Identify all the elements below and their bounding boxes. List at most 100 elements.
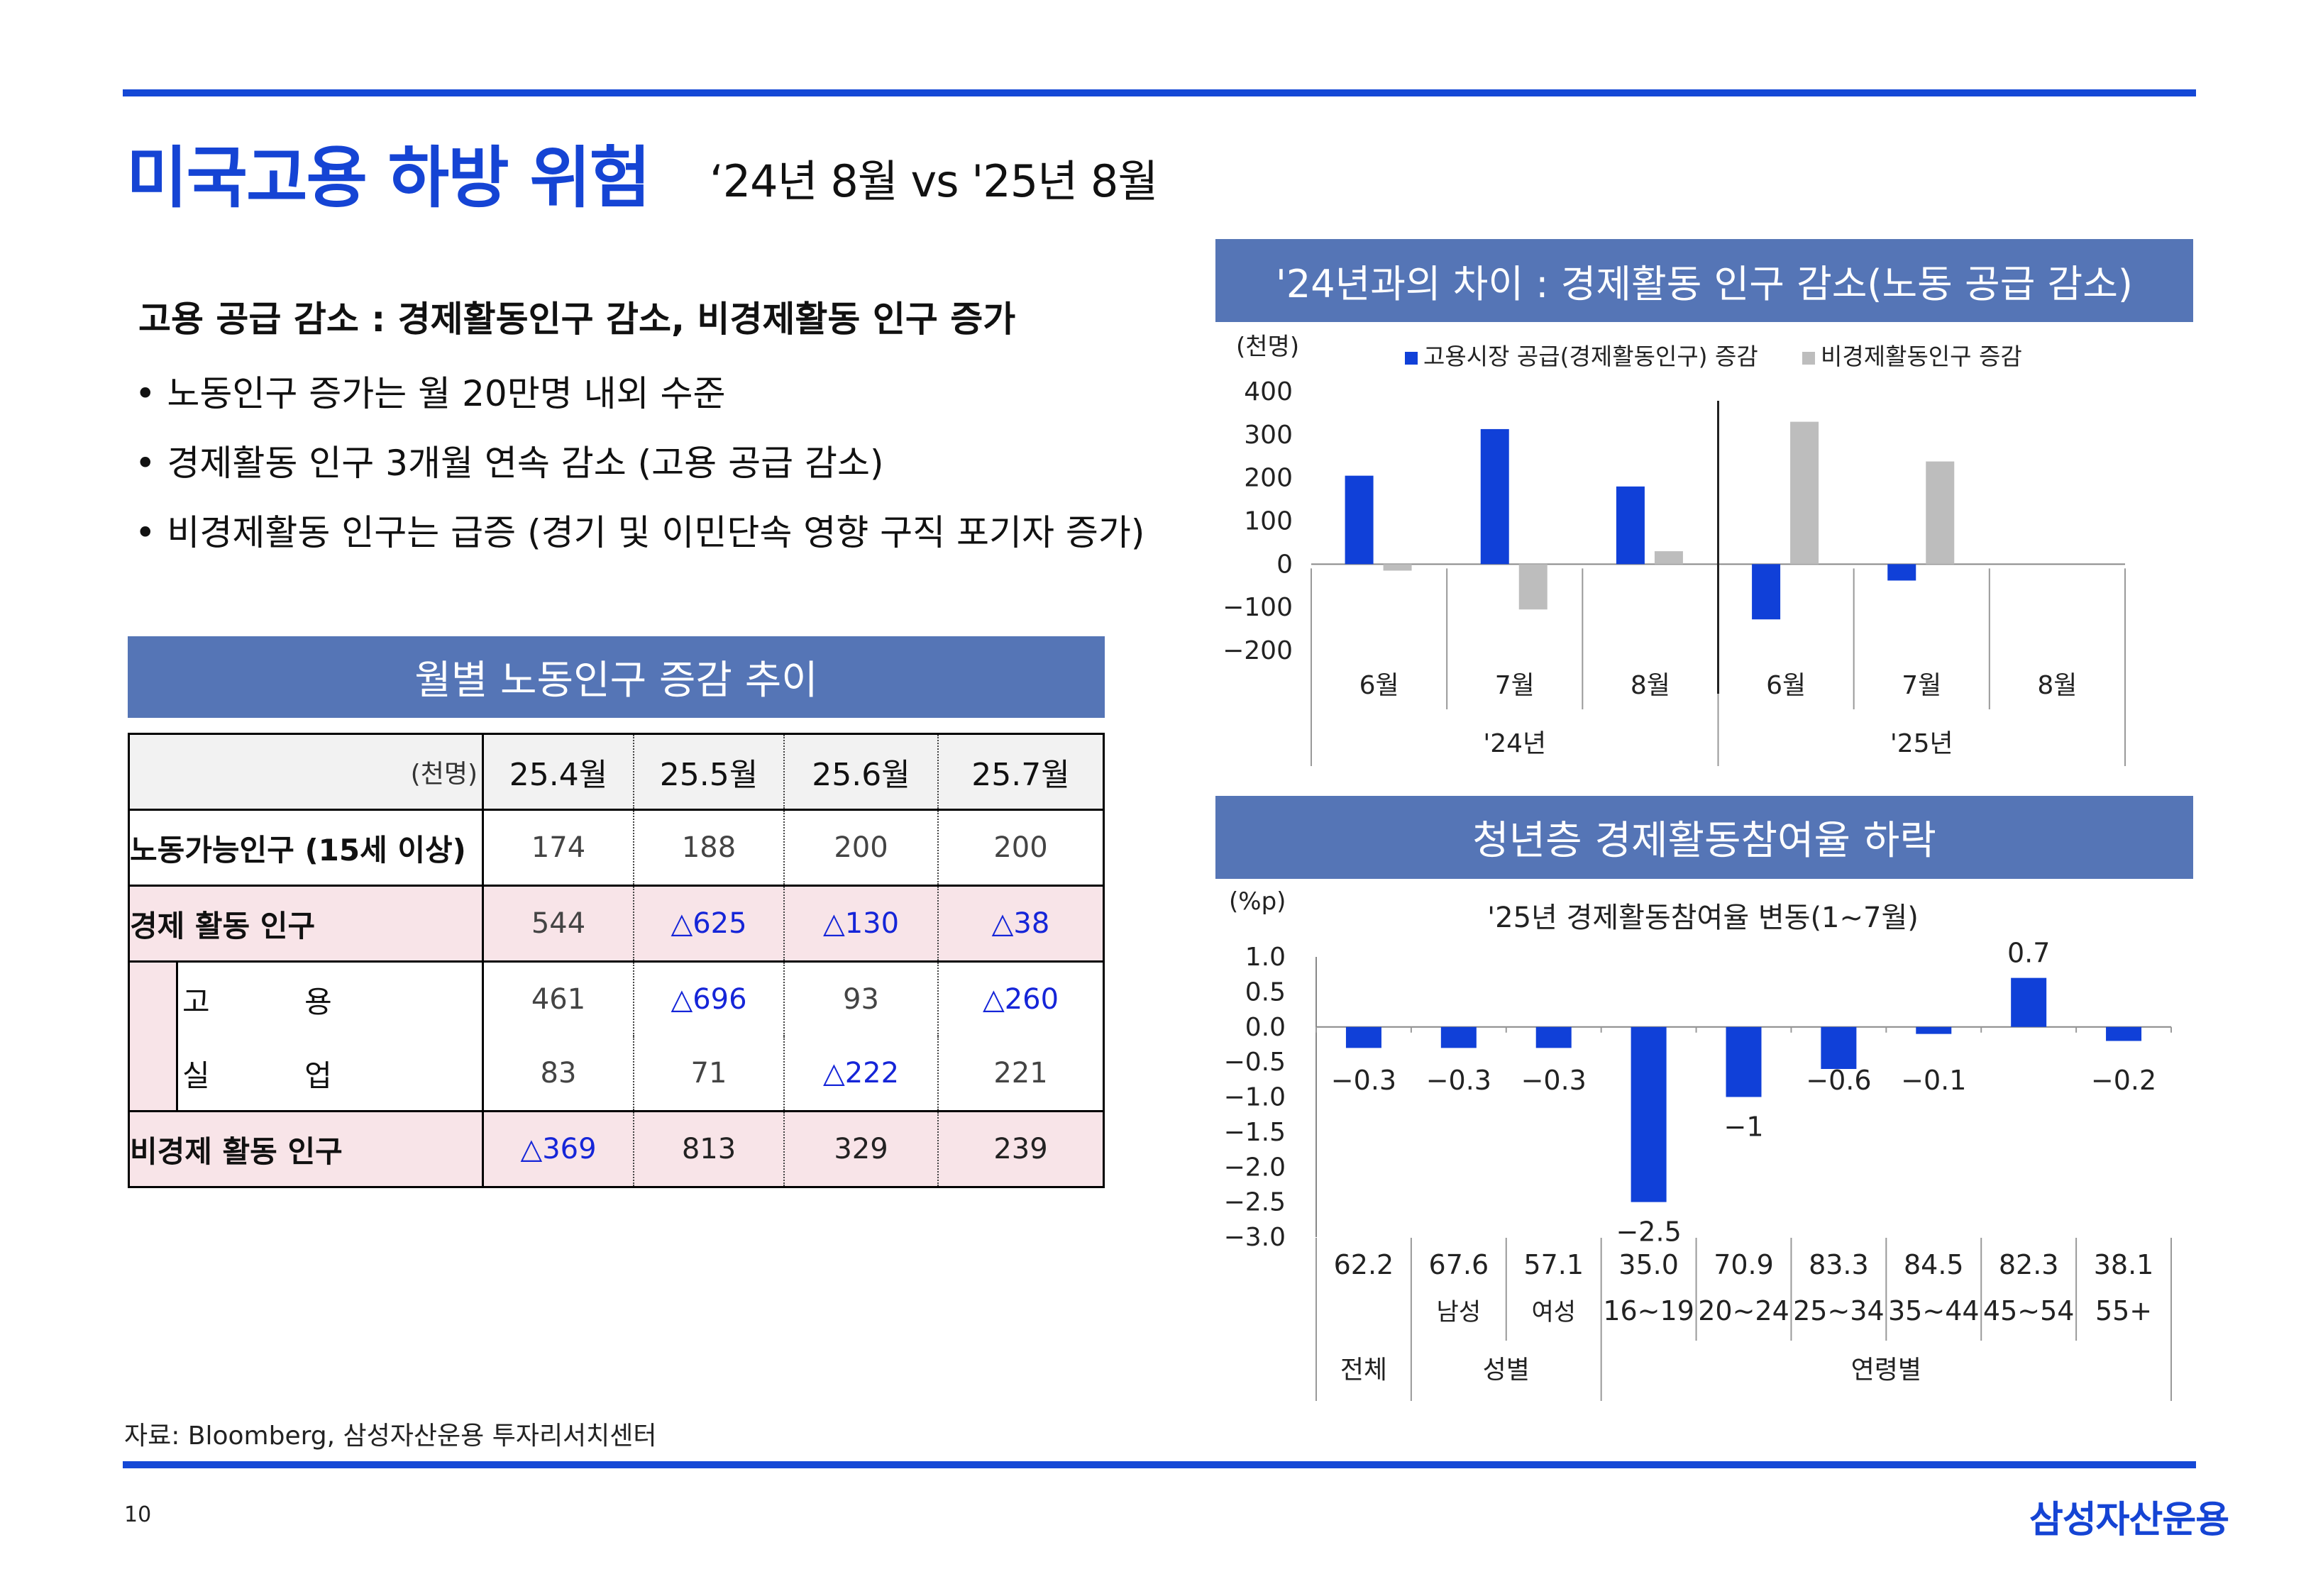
- row-label: 고 용: [128, 961, 484, 1036]
- data-label: −1: [1723, 1112, 1763, 1143]
- group-label: '24년: [1483, 729, 1546, 758]
- y-tick-label: 0: [1276, 550, 1293, 579]
- y-tick-label: 1.0: [1245, 943, 1286, 972]
- x-tick-label: 7월: [1902, 671, 1941, 700]
- table-row: 실 업 83 71 △222 221: [128, 1036, 1105, 1112]
- x-tick-label: 35~44: [1888, 1295, 1980, 1326]
- table-row: 노동가능인구 (15세 이상) 174 188 200 200: [128, 809, 1105, 887]
- bar-participation-change: [2011, 977, 2047, 1027]
- x-tick-label: 8월: [2037, 671, 2077, 700]
- x-tick-label: 6월: [1766, 671, 1806, 700]
- data-label: −0.6: [1806, 1065, 1871, 1096]
- source-note: 자료: Bloomberg, 삼성자산운용 투자리서치센터: [124, 1422, 657, 1451]
- bar-non-labor-force: [1383, 564, 1412, 571]
- x-tick-label: 45~54: [1983, 1295, 2075, 1326]
- table-cell: 71: [634, 1036, 785, 1112]
- y-tick-label: 200: [1244, 464, 1293, 493]
- data-label: −0.3: [1426, 1065, 1491, 1096]
- bar-participation-change: [1440, 1026, 1477, 1048]
- bar-participation-change: [1916, 1026, 1952, 1034]
- level-label: 83.3: [1809, 1249, 1869, 1280]
- y-tick-label: −200: [1223, 636, 1293, 665]
- y-tick-label: −100: [1223, 593, 1293, 622]
- bar-participation-change: [1345, 1026, 1381, 1048]
- bullet-heading: 고용 공급 감소 : 경제활동인구 감소, 비경제활동 인구 증가: [138, 299, 1016, 340]
- data-label: −0.3: [1521, 1065, 1587, 1096]
- legend-label: 비경제활동인구 증감: [1821, 343, 2022, 370]
- x-tick-label: 8월: [1631, 671, 1670, 700]
- bar-participation-change: [1726, 1026, 1762, 1097]
- table-header-row: (천명) 25.4월 25.5월 25.6월 25.7월: [128, 733, 1105, 811]
- legend-swatch: [1802, 352, 1815, 365]
- table-cell: △260: [938, 961, 1105, 1036]
- level-label: 62.2: [1334, 1249, 1394, 1280]
- y-unit-label: (천명): [1236, 333, 1299, 361]
- x-tick-label: 25~34: [1793, 1295, 1885, 1326]
- y-tick-label: −2.5: [1224, 1188, 1286, 1217]
- chart-title: '25년 경제활동참여율 변동(1~7월): [1487, 902, 1919, 934]
- data-label: −0.3: [1331, 1065, 1396, 1096]
- page-title: 미국고용 하방 위험: [126, 140, 651, 217]
- legend-label: 고용시장 공급(경제활동인구) 증감: [1423, 343, 1758, 370]
- bar-participation-change: [2106, 1026, 2142, 1041]
- row-label: 비경제 활동 인구: [128, 1111, 484, 1188]
- group-label: 전체: [1340, 1356, 1387, 1385]
- participation-rate-chart: (%p) '25년 경제활동참여율 변동(1~7월) 1.0 0.5 0.0 −0.5 −1…: [1224, 887, 2172, 1401]
- table-cell: 188: [634, 809, 785, 887]
- table-cell: 200: [938, 809, 1105, 887]
- row-label-text: 실 업: [182, 1058, 332, 1093]
- level-label: 70.9: [1714, 1249, 1774, 1280]
- level-label: 82.3: [1999, 1249, 2059, 1280]
- table-row: 고 용 461 △696 93 △260: [128, 961, 1105, 1036]
- table-cell: 200: [784, 809, 939, 887]
- table-column-header: 25.6월: [784, 733, 939, 811]
- bar-labor-force: [1616, 486, 1645, 565]
- y-tick-label: 300: [1244, 421, 1293, 450]
- bullet-item: • 비경제활동 인구는 급증 (경기 및 이민단속 영향 구직 포기자 증가): [135, 512, 1145, 553]
- level-label: 35.0: [1618, 1249, 1679, 1280]
- group-label: 연령별: [1851, 1356, 1921, 1385]
- table-cell: 239: [938, 1111, 1105, 1188]
- table-cell: 83: [482, 1036, 634, 1112]
- bar-labor-force: [1345, 475, 1374, 565]
- x-tick-label: 7월: [1495, 671, 1535, 700]
- bar-participation-change: [1631, 1026, 1667, 1202]
- table-cell: 174: [482, 809, 634, 887]
- row-label: 실 업: [128, 1036, 484, 1112]
- page-number: 10: [124, 1502, 152, 1527]
- table-cell: △625: [634, 885, 785, 963]
- table-cell: △222: [784, 1036, 939, 1112]
- company-logo: 삼성자산운용: [2029, 1499, 2229, 1541]
- row-label: 노동가능인구 (15세 이상): [128, 809, 484, 887]
- table-cell: 461: [482, 961, 634, 1036]
- data-label: 0.7: [2007, 938, 2050, 969]
- table-cell: △369: [482, 1111, 634, 1188]
- bottom-rule: [123, 1461, 2196, 1468]
- y-tick-label: −0.5: [1224, 1048, 1286, 1077]
- bar-non-labor-force: [1654, 551, 1683, 565]
- table-cell: 813: [634, 1111, 785, 1188]
- table-column-header: 25.7월: [938, 733, 1105, 811]
- x-tick-label: 20~24: [1698, 1295, 1789, 1326]
- table-panel-header: 월별 노동인구 증감 추이: [128, 636, 1105, 718]
- indent-spacer: [130, 963, 178, 1036]
- table-cell: 329: [784, 1111, 939, 1188]
- table-row: 경제 활동 인구 544 △625 △130 △38: [128, 885, 1105, 963]
- y-unit-label: (%p): [1229, 887, 1286, 916]
- bullet-item: • 노동인구 증가는 월 20만명 내외 수준: [135, 373, 726, 414]
- employment-change-chart: (천명) 고용시장 공급(경제활동인구) 증감 비경제활동인구 증감 400 300 20…: [1223, 333, 2126, 766]
- table-cell: △696: [634, 961, 785, 1036]
- table-cell: 544: [482, 885, 634, 963]
- bar-non-labor-force: [1790, 421, 1819, 565]
- labor-table: (천명) 25.4월 25.5월 25.6월 25.7월 노동가능인구 (15세…: [128, 733, 1105, 1188]
- y-tick-label: 0.5: [1245, 977, 1286, 1007]
- chart2-panel-header: 청년층 경제활동참여율 하락: [1215, 796, 2193, 879]
- bullet-item: • 경제활동 인구 3개월 연속 감소 (고용 공급 감소): [135, 443, 884, 484]
- group-label: 성별: [1483, 1356, 1530, 1385]
- y-tick-label: 0.0: [1245, 1013, 1286, 1042]
- data-label: −0.2: [2091, 1065, 2156, 1096]
- bar-participation-change: [1535, 1026, 1572, 1048]
- y-tick-label: −2.0: [1224, 1153, 1286, 1182]
- x-tick-label: 여성: [1531, 1298, 1576, 1326]
- chart1-panel-header: '24년과의 차이 : 경제활동 인구 감소(노동 공급 감소): [1215, 239, 2193, 322]
